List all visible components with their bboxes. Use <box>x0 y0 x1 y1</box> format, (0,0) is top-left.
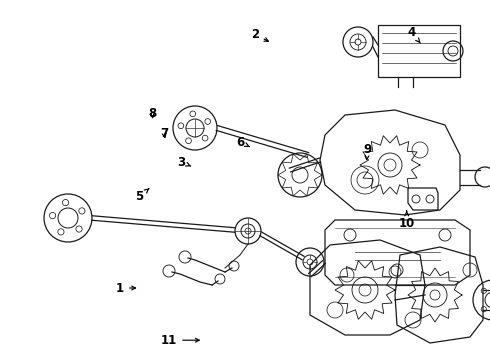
Text: 10: 10 <box>398 211 415 230</box>
Text: 2: 2 <box>251 28 269 41</box>
Text: 1: 1 <box>116 282 136 294</box>
Bar <box>378 25 460 77</box>
Text: 7: 7 <box>160 127 168 140</box>
Text: 3: 3 <box>177 156 191 168</box>
Text: 4: 4 <box>408 26 420 43</box>
Text: 5: 5 <box>136 189 149 203</box>
Text: 9: 9 <box>364 143 371 159</box>
Text: 8: 8 <box>148 107 156 120</box>
Text: 6: 6 <box>236 136 249 149</box>
Text: 11: 11 <box>161 334 199 347</box>
